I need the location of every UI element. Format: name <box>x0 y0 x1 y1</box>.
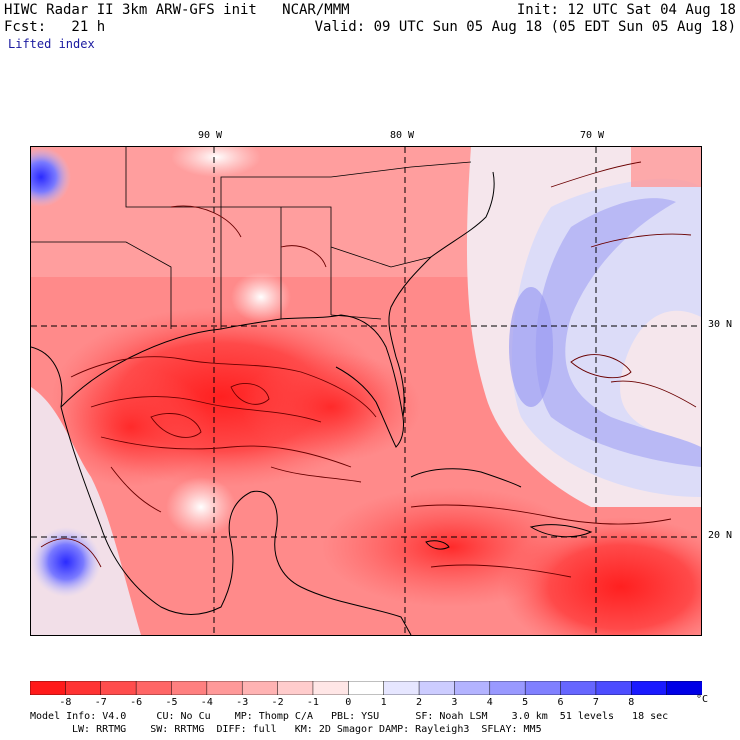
li-contours <box>40 161 697 578</box>
atlantic-blue-core <box>509 287 553 407</box>
colorbar-swatch <box>171 680 208 696</box>
colorbar-tick-label: -7 <box>94 697 107 708</box>
colorbar-tick-label: 3 <box>451 697 458 708</box>
contour-5 <box>230 383 270 405</box>
init-time: Init: 12 UTC Sat 04 Aug 18 <box>516 2 736 18</box>
colorbar-tick-label: -5 <box>165 697 178 708</box>
colorbar-tick-label: -3 <box>236 697 249 708</box>
lon-label-90w: 90 W <box>198 130 223 141</box>
colorbar-tick-label: 6 <box>557 697 564 708</box>
ne-warm-area <box>631 147 701 187</box>
north-pale-area <box>171 137 261 177</box>
atlantic-blue-swirl <box>535 198 701 467</box>
jamaica-coastline <box>425 540 450 550</box>
colorbar-unit: °C <box>696 694 709 705</box>
colorbar-swatches <box>29 680 703 696</box>
colorbar-tick-label: -6 <box>130 697 143 708</box>
contour-10 <box>610 380 697 408</box>
texas-border <box>30 346 63 408</box>
colorbar <box>29 680 703 699</box>
contour-11 <box>590 233 692 248</box>
gulf-coastline <box>60 314 404 448</box>
colorbar-swatch <box>348 680 385 696</box>
colorbar-swatch <box>524 680 562 696</box>
colorbar-swatch <box>631 680 668 696</box>
colorbar-tick-label: 2 <box>416 697 423 708</box>
contour-9 <box>570 354 632 379</box>
chart-title: HIWC Radar II 3km ARW-GFS init NCAR/MMM <box>4 2 350 18</box>
atlantic-coastline <box>388 171 495 418</box>
contour-1 <box>70 356 377 418</box>
contour-2 <box>90 396 322 423</box>
colorbar-tick-label: -2 <box>271 697 284 708</box>
colorbar-swatch <box>312 680 350 696</box>
field-name: Lifted index <box>8 37 95 51</box>
colorbar-swatch <box>418 680 456 696</box>
north-field <box>31 147 501 277</box>
map-canvas <box>11 137 740 657</box>
contour-16 <box>270 466 362 483</box>
state-border-2 <box>221 206 332 315</box>
contour-8 <box>430 564 572 578</box>
coastlines <box>30 171 593 636</box>
yucatan-pale-area <box>166 477 236 537</box>
mexico-central-america-coastline <box>60 406 412 636</box>
colorbar-swatch <box>65 680 102 696</box>
eastern-gulf-unstable-area <box>241 352 421 462</box>
lifted-index-map <box>11 137 740 657</box>
colorbar-tick-label: 1 <box>380 697 387 708</box>
colorbar-swatch <box>241 680 279 696</box>
state-border-4 <box>330 246 432 268</box>
colorbar-swatch <box>135 680 173 696</box>
colorbar-swatch <box>489 680 526 696</box>
cuba-coastline <box>410 468 522 488</box>
caribbean-central-area <box>321 487 581 607</box>
hispaniola-coastline <box>529 524 593 538</box>
contour-13 <box>170 205 242 238</box>
lon-label-80w: 80 W <box>390 130 415 141</box>
contour-4 <box>150 413 202 438</box>
colorbar-tick-label: 8 <box>628 697 635 708</box>
graticule <box>31 147 701 635</box>
state-border-7 <box>220 161 472 207</box>
state-border-6 <box>330 314 382 320</box>
lat-label-30n: 30 N <box>708 319 733 330</box>
forecast-hour: Fcst: 21 h <box>4 19 106 35</box>
colorbar-tick-label: -4 <box>200 697 213 708</box>
colorbar-swatch <box>383 680 420 696</box>
contour-12 <box>550 161 642 188</box>
contour-6 <box>110 466 162 513</box>
lon-label-70w: 70 W <box>580 130 605 141</box>
colorbar-swatch <box>206 680 243 696</box>
contour-14 <box>280 245 327 268</box>
valid-time: Valid: 09 UTC Sun 05 Aug 18 (05 EDT Sun … <box>314 19 736 35</box>
colorbar-tick-label: -1 <box>306 697 319 708</box>
colorbar-swatch <box>666 680 703 696</box>
model-info-line2: LW: RRTMG SW: RRTMG DIFF: full KM: 2D Sm… <box>72 724 542 735</box>
colorbar-swatch <box>29 680 67 696</box>
colorbar-tick-label: 0 <box>345 697 352 708</box>
lat-label-20n: 20 N <box>708 530 733 541</box>
colorbar-swatch <box>100 680 137 696</box>
colorbar-swatch <box>454 680 491 696</box>
model-info-line1: Model Info: V4.0 CU: No Cu MP: Thomp C/A… <box>30 711 669 722</box>
colorbar-tick-label: -8 <box>59 697 72 708</box>
alabama-pale-area <box>231 272 291 322</box>
colorbar-swatch <box>595 680 633 696</box>
colorbar-swatch <box>277 680 314 696</box>
colorbar-tick-label: 5 <box>522 697 529 708</box>
contour-7 <box>410 504 672 525</box>
contour-3 <box>100 436 352 468</box>
contour-15 <box>40 538 102 568</box>
colorbar-tick-label: 4 <box>486 697 493 708</box>
colorbar-swatch <box>560 680 597 696</box>
state-border-5 <box>31 241 172 329</box>
colorbar-tick-label: 7 <box>592 697 599 708</box>
